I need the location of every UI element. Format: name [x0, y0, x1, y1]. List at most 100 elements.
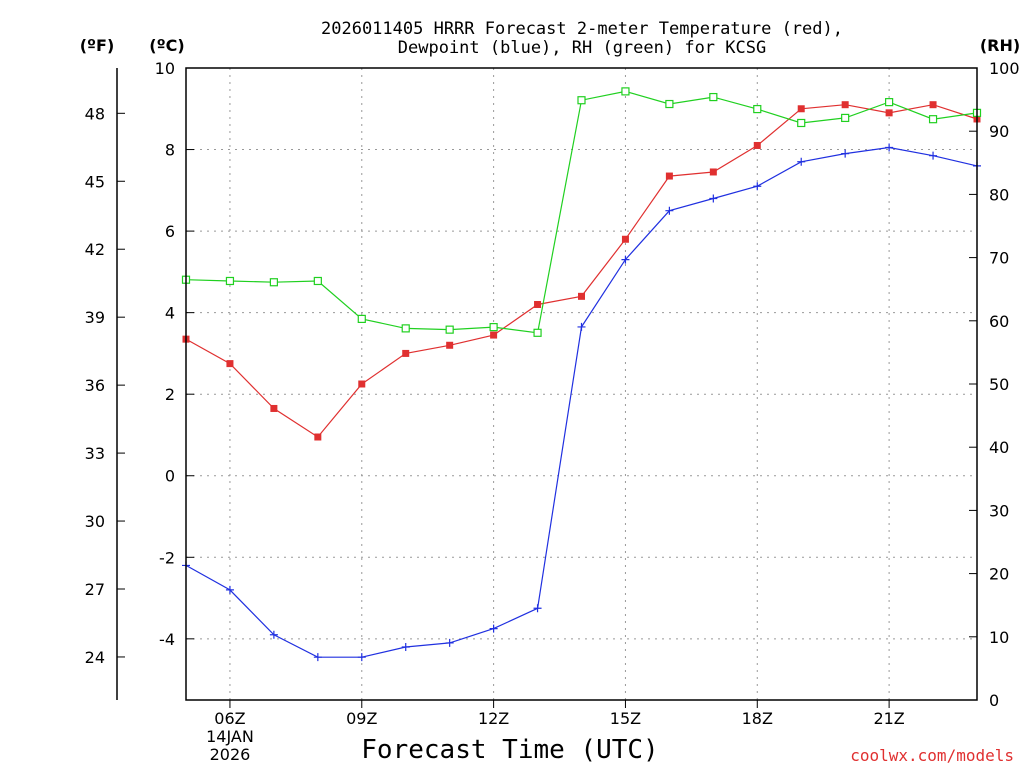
- celsius-tick-label: -2: [159, 548, 175, 567]
- temperature-point: [490, 331, 498, 339]
- fahrenheit-tick-label: 27: [85, 580, 105, 599]
- temperature-point: [621, 235, 629, 243]
- dewpoint-point: [797, 157, 806, 166]
- dewpoint-point: [225, 585, 234, 594]
- fahrenheit-tick-label: 45: [85, 172, 105, 191]
- plot-frame: [185, 67, 978, 701]
- rh-point: [401, 324, 410, 333]
- celsius-tick-label: -4: [159, 630, 175, 649]
- x-tick-label: 09Z: [346, 709, 377, 728]
- temperature-point: [314, 433, 322, 441]
- rh-point: [753, 104, 762, 114]
- rh-point: [928, 115, 938, 124]
- rh-point: [621, 87, 630, 96]
- temperature-point: [402, 349, 410, 357]
- rh-point: [797, 118, 806, 128]
- x-tick-date-label: 14JAN: [206, 727, 254, 746]
- rh-point: [489, 323, 498, 332]
- rh-point: [885, 98, 894, 107]
- x-tick-label: 18Z: [742, 709, 773, 728]
- temperature-point: [885, 109, 893, 117]
- celsius-tick-label: 2: [165, 385, 175, 404]
- celsius-tick-label: 4: [165, 304, 175, 323]
- temperature-point: [270, 404, 278, 412]
- dewpoint-point: [313, 653, 322, 662]
- rh-tick-label: 80: [989, 185, 1009, 204]
- x-tick-label: 21Z: [873, 709, 904, 728]
- temperature-point: [665, 172, 673, 180]
- rh-point: [577, 96, 586, 105]
- rh-tick-label: 100: [989, 59, 1020, 78]
- temperature-point: [534, 300, 542, 308]
- x-tick-year-label: 2026: [210, 745, 251, 764]
- grid-lines: [186, 67, 977, 700]
- fahrenheit-tick-label: 33: [85, 444, 105, 463]
- temperature-point: [709, 168, 717, 176]
- rh-point: [269, 278, 278, 287]
- rh-point: [225, 276, 235, 286]
- fahrenheit-tick-label: 42: [85, 240, 105, 259]
- fahrenheit-tick-label: 30: [85, 512, 105, 531]
- dewpoint-series-line: [185, 146, 978, 658]
- rh-tick-label: 60: [989, 312, 1009, 331]
- temperature-point: [446, 341, 454, 349]
- rh-tick-label: 90: [989, 122, 1009, 141]
- rh-tick-label: 50: [989, 375, 1009, 394]
- x-tick-label: 06Z: [214, 709, 245, 728]
- rh-tick-label: 40: [989, 438, 1009, 457]
- celsius-unit-label: (ºC): [149, 36, 184, 55]
- dewpoint-point: [665, 206, 674, 215]
- dewpoint-point: [929, 151, 938, 160]
- rh-point: [357, 314, 366, 324]
- celsius-tick-label: 10: [155, 59, 175, 78]
- series-layer: [181, 87, 982, 662]
- rh-tick-label: 30: [989, 501, 1009, 520]
- rh-point: [445, 325, 454, 334]
- temperature-point: [753, 141, 761, 149]
- rh-tick-label: 70: [989, 249, 1009, 268]
- temperature-series-line: [185, 104, 978, 438]
- fahrenheit-tick-label: 24: [85, 648, 105, 667]
- rh-point: [841, 113, 850, 123]
- dewpoint-point: [269, 630, 278, 639]
- dewpoint-point: [577, 322, 586, 331]
- dewpoint-point: [753, 182, 762, 191]
- dewpoint-point: [489, 624, 498, 633]
- temperature-point: [578, 292, 585, 300]
- rh-point: [709, 92, 718, 102]
- fahrenheit-tick-label: 48: [85, 104, 105, 123]
- celsius-tick-label: 0: [165, 467, 175, 486]
- rh-point: [665, 99, 674, 109]
- temperature-point: [841, 101, 849, 109]
- celsius-tick-label: 6: [165, 222, 175, 241]
- rh-tick-label: 20: [989, 565, 1009, 584]
- temperature-point: [797, 105, 805, 113]
- credit-text: coolwx.com/models: [850, 746, 1014, 765]
- chart-title-line-2: Dewpoint (blue), RH (green) for KCSG: [398, 38, 766, 58]
- chart-title-line-1: 2026011405 HRRR Forecast 2-meter Tempera…: [321, 19, 843, 39]
- dewpoint-point: [709, 194, 718, 203]
- rh-point: [533, 328, 542, 337]
- temperature-point: [226, 360, 234, 368]
- temperature-point: [929, 101, 937, 109]
- fahrenheit-tick-label: 39: [85, 308, 105, 327]
- x-tick-label: 12Z: [478, 709, 509, 728]
- dewpoint-point: [621, 255, 630, 264]
- x-axis-label: Forecast Time (UTC): [361, 735, 658, 765]
- temperature-point: [358, 380, 366, 388]
- dewpoint-point: [841, 149, 850, 158]
- dewpoint-point: [357, 653, 366, 662]
- rh-tick-label: 10: [989, 628, 1009, 647]
- fahrenheit-tick-label: 36: [85, 376, 105, 395]
- fahrenheit-unit-label: (ºF): [80, 36, 115, 55]
- rh-unit-label: (RH): [980, 36, 1020, 55]
- dewpoint-point: [445, 638, 454, 647]
- celsius-tick-label: 8: [165, 141, 175, 160]
- x-tick-label: 15Z: [610, 709, 641, 728]
- rh-point: [313, 276, 322, 286]
- rh-tick-label: 0: [989, 691, 999, 710]
- dewpoint-point: [885, 143, 894, 152]
- dewpoint-point: [533, 604, 542, 613]
